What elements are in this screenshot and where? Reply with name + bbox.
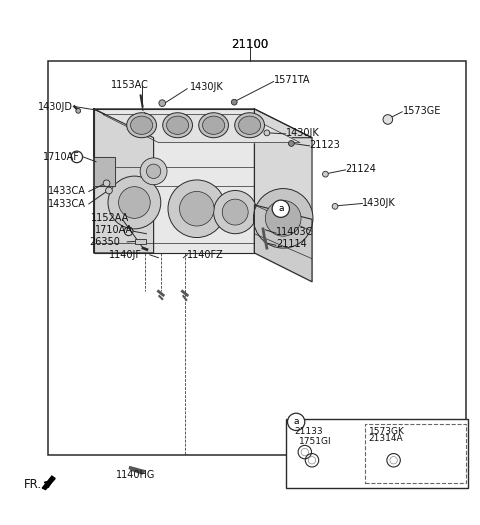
Circle shape [214, 191, 257, 234]
Text: 1710AF: 1710AF [43, 152, 80, 162]
Ellipse shape [235, 113, 264, 138]
Text: 21133: 21133 [294, 427, 323, 436]
Text: 1140FZ: 1140FZ [187, 250, 224, 260]
Circle shape [264, 130, 270, 136]
Polygon shape [94, 109, 154, 253]
Text: 11403C: 11403C [276, 227, 313, 237]
Circle shape [288, 413, 305, 430]
Ellipse shape [203, 116, 225, 134]
Text: 1433CA: 1433CA [48, 199, 86, 209]
Text: 21124: 21124 [346, 164, 376, 174]
Text: 21123: 21123 [310, 140, 340, 150]
Polygon shape [254, 109, 312, 282]
Circle shape [265, 201, 301, 236]
Ellipse shape [127, 113, 156, 138]
Text: 1430JK: 1430JK [362, 197, 396, 207]
Circle shape [159, 100, 166, 107]
Circle shape [76, 109, 81, 113]
Text: 1433CA: 1433CA [48, 186, 86, 196]
Text: 1152AA: 1152AA [91, 213, 130, 223]
Bar [286, 418, 468, 488]
Text: 1153AC: 1153AC [111, 80, 148, 90]
Polygon shape [94, 109, 154, 253]
Text: 1571TA: 1571TA [274, 75, 310, 85]
Circle shape [272, 200, 289, 217]
Polygon shape [94, 109, 254, 253]
Text: 1751GI: 1751GI [299, 437, 331, 446]
Circle shape [323, 171, 328, 177]
Ellipse shape [239, 116, 261, 134]
Text: 21114: 21114 [276, 239, 307, 249]
Circle shape [168, 180, 226, 237]
Text: 1430JD: 1430JD [38, 101, 73, 111]
Circle shape [119, 187, 150, 218]
Circle shape [231, 99, 237, 105]
Polygon shape [42, 476, 55, 489]
Circle shape [288, 141, 294, 146]
Text: 21314A: 21314A [369, 434, 403, 443]
Text: 1140JF: 1140JF [109, 250, 143, 260]
Text: 1710AA: 1710AA [95, 225, 133, 235]
Circle shape [180, 192, 214, 226]
Text: 1140HG: 1140HG [116, 470, 155, 480]
Text: a: a [293, 417, 299, 426]
Circle shape [108, 176, 161, 229]
Circle shape [140, 158, 167, 185]
Bar [365, 424, 466, 484]
Circle shape [103, 180, 110, 187]
Polygon shape [254, 205, 312, 282]
Polygon shape [94, 157, 115, 186]
Ellipse shape [167, 116, 189, 134]
Text: 1430JK: 1430JK [286, 128, 319, 138]
Text: 1573GE: 1573GE [403, 106, 442, 117]
Text: 1573GK: 1573GK [369, 427, 405, 436]
Polygon shape [103, 114, 300, 142]
Circle shape [146, 164, 161, 178]
Text: 21100: 21100 [231, 38, 268, 50]
Ellipse shape [131, 116, 153, 134]
Circle shape [332, 204, 338, 209]
Bar [135, 239, 146, 244]
Circle shape [106, 187, 112, 194]
Polygon shape [94, 109, 312, 138]
Circle shape [383, 114, 393, 124]
Text: 1430JK: 1430JK [190, 82, 223, 92]
Circle shape [222, 199, 248, 225]
Ellipse shape [199, 113, 228, 138]
Text: FR.: FR. [24, 478, 42, 491]
Circle shape [253, 188, 313, 248]
Text: a: a [278, 204, 284, 213]
Ellipse shape [163, 113, 192, 138]
Text: 21100: 21100 [231, 38, 268, 50]
Text: 26350: 26350 [89, 237, 120, 247]
Bar [48, 61, 466, 455]
